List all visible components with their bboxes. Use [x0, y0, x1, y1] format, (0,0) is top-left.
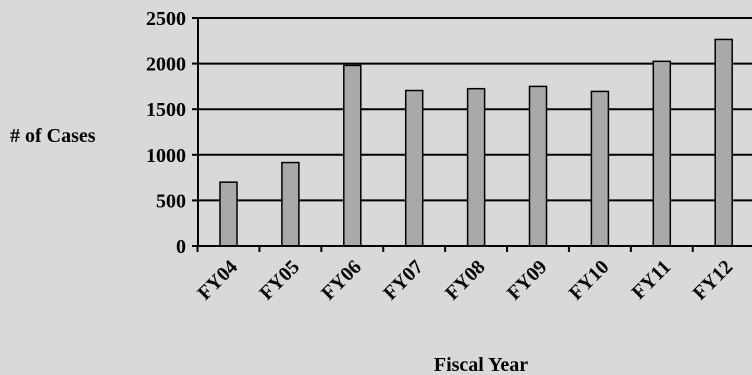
x-axis-ticks: FY04 FY05 FY06 FY07 FY08 FY09 FY10 FY11 FY12: [193, 246, 737, 305]
x-tick-label: FY10: [565, 256, 614, 305]
x-tick-label: FY05: [255, 256, 304, 305]
y-axis-ticks: 0 500 1000 1500 2000 2500: [146, 8, 198, 258]
bar-FY12: [714, 38, 733, 247]
bar-FY10: [590, 90, 610, 247]
y-tick-label: 1000: [146, 145, 186, 167]
bar-FY09: [528, 85, 548, 247]
bar-FY07: [404, 89, 424, 247]
bar-FY06: [343, 64, 362, 247]
bar-FY04: [219, 181, 238, 247]
y-axis-title: # of Cases: [10, 125, 96, 147]
x-tick-label: FY09: [503, 256, 552, 305]
x-tick-label: FY08: [441, 256, 490, 305]
x-tick-label: FY11: [628, 256, 676, 304]
x-axis-title: Fiscal Year: [434, 354, 528, 375]
x-tick-label: FY06: [317, 256, 366, 305]
bar-FY08: [466, 87, 486, 247]
x-tick-label: FY04: [193, 256, 242, 305]
axes: [197, 18, 752, 247]
bars: [219, 38, 733, 247]
bar-FY11: [652, 60, 672, 247]
bar-FY05: [281, 161, 300, 247]
y-tick-label: 500: [156, 190, 186, 212]
x-tick-label: FY12: [689, 256, 738, 305]
y-tick-label: 2000: [146, 54, 186, 76]
x-tick-label: FY07: [379, 256, 428, 305]
y-tick-label: 0: [176, 236, 186, 258]
y-tick-label: 1500: [146, 99, 186, 121]
y-tick-label: 2500: [146, 8, 186, 30]
